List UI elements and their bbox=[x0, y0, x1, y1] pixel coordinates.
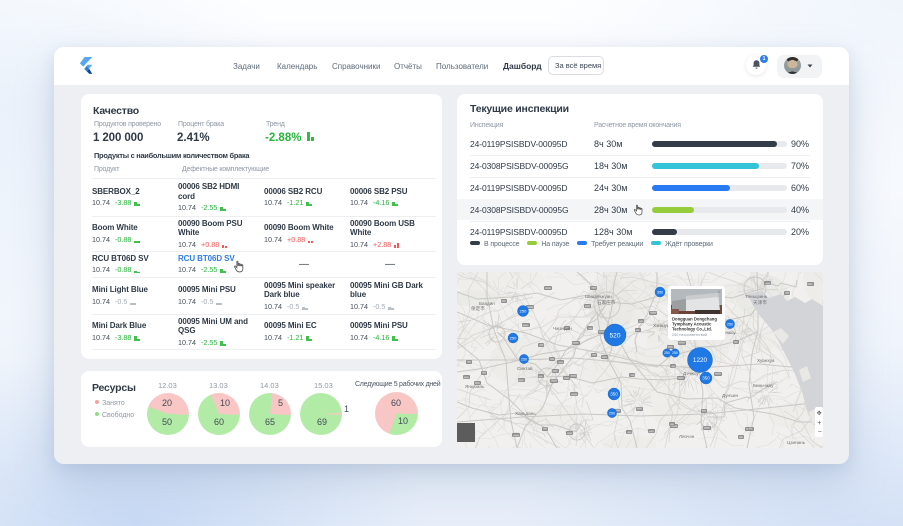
svg-text:Хэншуй: Хэншуй bbox=[653, 322, 670, 328]
svg-text:250: 250 bbox=[664, 351, 670, 355]
svg-text:250: 250 bbox=[521, 357, 527, 361]
svg-text:520: 520 bbox=[609, 332, 620, 339]
svg-text:Дунъин: Дунъин bbox=[722, 393, 738, 398]
svg-text:保定市: 保定市 bbox=[471, 305, 485, 312]
svg-text:1220: 1220 bbox=[693, 357, 708, 364]
svg-text:250: 250 bbox=[727, 322, 733, 326]
svg-text:Шицзячжуан: Шицзячжуан bbox=[585, 294, 612, 299]
svg-text:−: − bbox=[818, 429, 822, 436]
svg-text:Синтай: Синтай bbox=[517, 365, 533, 371]
svg-text:Дэчжоу: Дэчжоу bbox=[683, 371, 699, 376]
svg-text:Ляочэн: Ляочэн bbox=[679, 434, 695, 439]
svg-text:Dongguan Dongchang: Dongguan Dongchang bbox=[672, 317, 717, 322]
svg-text:×: × bbox=[718, 290, 721, 296]
svg-text:天津市: 天津市 bbox=[753, 299, 767, 306]
svg-text:250: 250 bbox=[609, 411, 615, 415]
svg-text:Баодин: Баодин bbox=[479, 301, 495, 306]
svg-text:Янцюань: Янцюань bbox=[465, 384, 485, 389]
svg-text:350: 350 bbox=[702, 376, 710, 381]
svg-text:250: 250 bbox=[520, 308, 527, 313]
svg-text:石家庄市: 石家庄市 bbox=[597, 299, 616, 306]
svg-text:✥: ✥ bbox=[817, 410, 822, 417]
svg-text:Хуанхуа: Хуанхуа bbox=[757, 358, 775, 363]
svg-text:Цзинань: Цзинань bbox=[787, 440, 806, 445]
svg-text:Ханьдань: Ханьдань bbox=[515, 411, 536, 416]
svg-text:250 несоответствий: 250 несоответствий bbox=[672, 333, 707, 337]
svg-text:Чжэндин: Чжэндин bbox=[553, 326, 572, 331]
svg-text:Тяньцзинь: Тяньцзинь bbox=[745, 294, 768, 299]
svg-text:Technology Co.,Ltd.: Technology Co.,Ltd. bbox=[672, 327, 712, 332]
svg-text:Биньчжоу: Биньчжоу bbox=[753, 383, 774, 388]
svg-text:Tymphany Acoustic: Tymphany Acoustic bbox=[672, 322, 712, 327]
svg-text:+: + bbox=[817, 420, 821, 427]
svg-text:Цанчжоу: Цанчжоу bbox=[717, 330, 737, 335]
svg-text:250: 250 bbox=[510, 335, 517, 340]
svg-text:350: 350 bbox=[657, 290, 663, 294]
svg-text:250: 250 bbox=[672, 351, 678, 355]
svg-text:350: 350 bbox=[610, 392, 618, 397]
